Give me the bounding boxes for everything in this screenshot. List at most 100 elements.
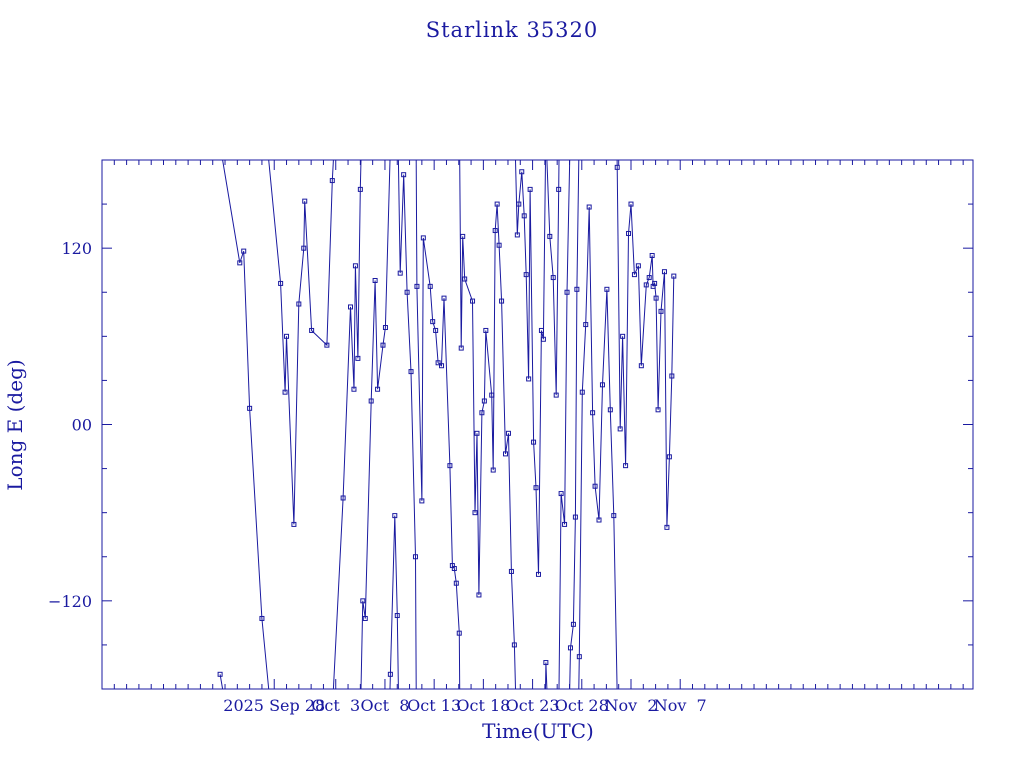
data-point (380, 342, 386, 348)
data-point (526, 376, 532, 382)
data-point (617, 426, 623, 432)
data-point (611, 513, 617, 519)
data-point (453, 580, 459, 586)
data-point (451, 566, 457, 572)
data-point (362, 615, 368, 621)
data-point (382, 325, 388, 331)
data-point (284, 333, 290, 339)
data-point (523, 272, 529, 278)
x-tick-label: Oct 3 (311, 696, 360, 715)
data-point (397, 270, 403, 276)
data-point (519, 169, 525, 175)
x-tick-label: Nov 7 (654, 696, 707, 715)
plot-frame (101, 159, 974, 690)
data-point (661, 269, 667, 275)
data-point (631, 272, 637, 278)
data-point (576, 654, 582, 660)
data-point (671, 273, 677, 279)
y-axis-label: Long E (deg) (3, 359, 27, 490)
data-point (301, 245, 307, 251)
data-point (489, 392, 495, 398)
data-point (614, 164, 620, 170)
data-point (479, 410, 485, 416)
data-point (368, 398, 374, 404)
data-point (652, 280, 658, 286)
data-point (494, 201, 500, 207)
data-point (241, 248, 247, 254)
data-point (538, 327, 544, 333)
data-point (401, 172, 407, 178)
data-point (282, 389, 288, 395)
data-point (592, 483, 598, 489)
x-tick-label: Oct 18 (456, 696, 510, 715)
data-point (586, 204, 592, 210)
data-point (324, 342, 330, 348)
data-point (628, 201, 634, 207)
data-point (579, 389, 585, 395)
data-point (503, 451, 509, 457)
data-point (392, 513, 398, 519)
data-point (653, 295, 659, 301)
data-point (412, 554, 418, 560)
data-point (237, 260, 243, 266)
data-point (505, 430, 511, 436)
data-point (516, 201, 522, 207)
data-point (607, 407, 613, 413)
data-point (669, 373, 675, 379)
x-tick-label: Oct 8 (361, 696, 410, 715)
data-point (404, 289, 410, 295)
data-point (430, 319, 436, 325)
data-point (357, 186, 363, 192)
series-line (219, 159, 675, 690)
data-point (360, 598, 366, 604)
data-point (492, 228, 498, 234)
data-point (427, 283, 433, 289)
data-point (596, 517, 602, 523)
data-point (638, 363, 644, 369)
data-point (556, 186, 562, 192)
data-point (547, 233, 553, 239)
data-point (623, 463, 629, 469)
data-point (643, 282, 649, 288)
data-point (511, 642, 517, 648)
data-point (646, 275, 652, 281)
data-point (278, 280, 284, 286)
data-point (456, 630, 462, 636)
data-point (439, 363, 445, 369)
data-point (483, 327, 489, 333)
data-point (649, 253, 655, 259)
data-point (217, 671, 223, 677)
data-point (658, 308, 664, 314)
data-point (553, 392, 559, 398)
data-point (570, 621, 576, 627)
data-point (650, 283, 656, 289)
data-point (340, 495, 346, 501)
data-point (655, 407, 661, 413)
data-point (599, 382, 605, 388)
data-point (355, 355, 361, 361)
data-point (527, 186, 533, 192)
data-point (247, 405, 253, 411)
data-point (414, 283, 420, 289)
data-point (474, 430, 480, 436)
data-point (590, 410, 596, 416)
data-point (499, 298, 505, 304)
data-point (635, 263, 641, 269)
data-point (375, 386, 381, 392)
data-point (533, 485, 539, 491)
data-point (419, 498, 425, 504)
x-tick-label: 2025 Sep 28 (223, 696, 325, 715)
data-point (435, 360, 441, 366)
data-point (352, 263, 358, 269)
x-axis-label: Time(UTC) (482, 719, 594, 743)
data-point (458, 345, 464, 351)
data-point (394, 613, 400, 619)
data-point (564, 289, 570, 295)
chart-title: Starlink 35320 (426, 18, 599, 42)
x-tick-label: Oct 28 (555, 696, 609, 715)
data-point (666, 454, 672, 460)
data-point (496, 242, 502, 248)
y-tick-label: 120 (61, 239, 92, 258)
